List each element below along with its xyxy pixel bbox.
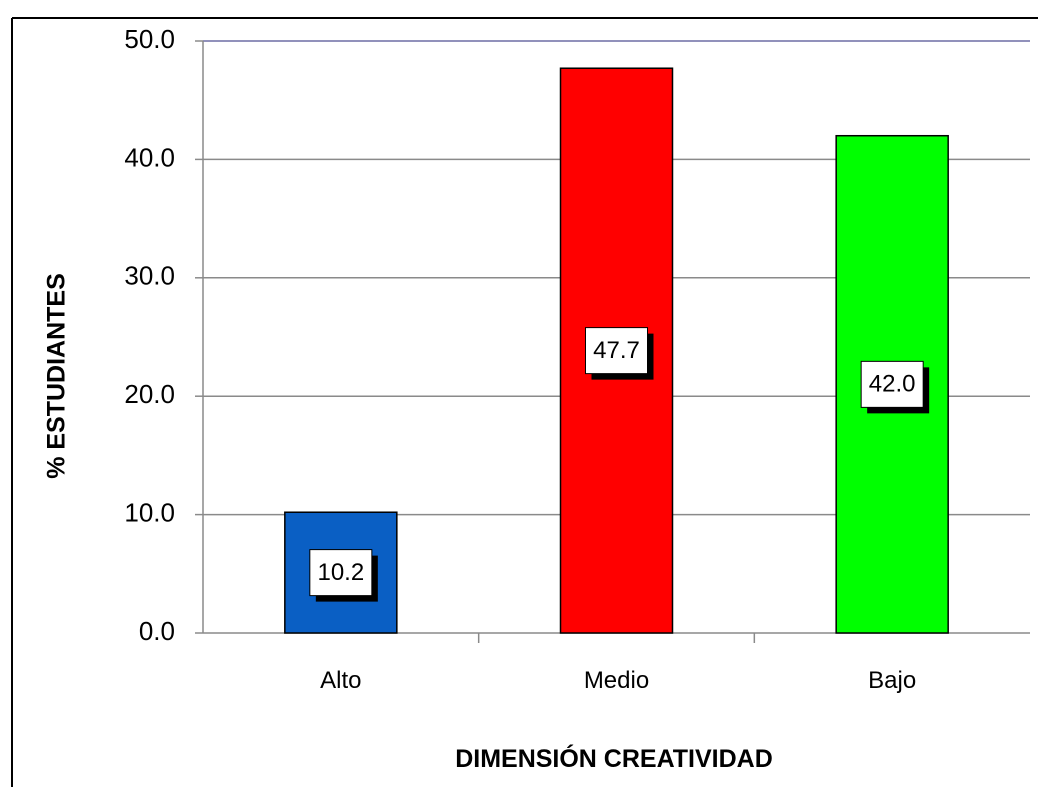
x-tick-label: Medio [584,667,649,694]
x-axis-title: DIMENSIÓN CREATIVIDAD [455,743,773,773]
x-tick-label: Bajo [868,667,916,694]
bars [284,67,949,634]
data-label: 47.7 [593,337,640,364]
y-tick-label: 0.0 [139,616,175,646]
data-label-box [309,549,373,597]
x-axis-ticks: Alto Medio Bajo [203,632,1030,694]
y-tick-label: 30.0 [124,261,175,291]
data-label: 10.2 [317,559,364,586]
y-tick-label: 10.0 [124,497,175,527]
data-label-box [585,327,648,375]
y-tick-label: 40.0 [124,142,175,172]
data-labels: 10.2 47.7 42.0 [309,327,930,602]
x-tick-label: Alto [320,667,361,694]
data-label: 42.0 [869,371,916,398]
y-axis-ticks: 0.0 10.0 20.0 30.0 40.0 50.0 [124,24,204,646]
data-label-box [860,360,924,408]
y-tick-label: 20.0 [124,379,175,409]
y-tick-label: 50.0 [124,24,175,54]
y-axis-title: % ESTUDIANTES [43,273,71,479]
